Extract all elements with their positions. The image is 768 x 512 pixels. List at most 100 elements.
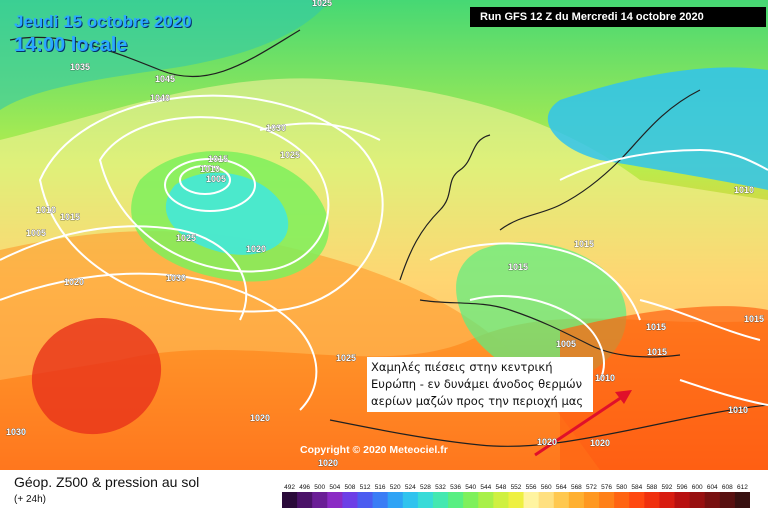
isobar-label: 1040 — [150, 93, 170, 103]
legend-tick-label: 512 — [360, 484, 371, 491]
legend-tick-label: 580 — [616, 484, 627, 491]
legend-tick-label: 516 — [375, 484, 386, 491]
isobar-label: 1020 — [250, 413, 270, 423]
legend-tick-label: 600 — [692, 484, 703, 491]
legend-swatch — [327, 492, 343, 508]
isobar-label: 1030 — [266, 123, 286, 133]
legend-swatch — [372, 492, 389, 508]
legend-swatch — [704, 492, 721, 508]
legend-swatch — [493, 492, 509, 508]
isobar-label: 1015 — [508, 262, 528, 272]
legend-swatch — [553, 492, 570, 508]
isobar-label: 1010 — [595, 373, 615, 383]
scandinavia-cold — [547, 67, 768, 190]
legend-tick-label: 576 — [601, 484, 612, 491]
isobar-label: 1015 — [574, 239, 594, 249]
model-run-label: Run GFS 12 Z du Mercredi 14 octobre 2020 — [470, 7, 766, 27]
isobar-labels: 1025103510451040103010251015101010051010… — [6, 0, 765, 468]
legend-swatch — [417, 492, 434, 508]
legend-tick-label: 532 — [435, 484, 446, 491]
isobar-label: 1015 — [60, 212, 80, 222]
legend-tick-label: 612 — [737, 484, 748, 491]
isobar-label: 1015 — [208, 154, 228, 164]
isobar-label: 1035 — [70, 62, 90, 72]
legend-swatch — [508, 492, 525, 508]
forecast-date: Jeudi 15 octobre 2020 — [14, 12, 192, 31]
legend-swatch — [387, 492, 404, 508]
isobar-label: 1020 — [590, 438, 610, 448]
legend-tick-label: 560 — [541, 484, 552, 491]
isobar-label: 1030 — [6, 427, 26, 437]
legend-swatch — [432, 492, 449, 508]
legend-swatch — [448, 492, 464, 508]
isobar-label: 1015 — [744, 314, 764, 324]
legend-swatch — [342, 492, 358, 508]
legend-swatch — [644, 492, 660, 508]
copyright-text: Copyright © 2020 Meteociel.fr — [300, 444, 448, 456]
legend-tick-label: 584 — [631, 484, 642, 491]
mediterranean-warm — [560, 306, 768, 470]
legend-tick-label: 536 — [450, 484, 461, 491]
isobar-label: 1045 — [155, 74, 175, 84]
legend-tick-label: 572 — [586, 484, 597, 491]
map-canvas: 1025103510451040103010251015101010051010… — [0, 0, 768, 470]
legend-tick-label: 596 — [677, 484, 688, 491]
isobar-label: 1020 — [64, 277, 84, 287]
forecast-time: 14:00 locale — [14, 34, 128, 56]
note-line-3: αερίων μαζών προς την περιοχή μας — [371, 394, 584, 408]
annotation-arrow — [534, 390, 632, 457]
legend-tick-label: 588 — [646, 484, 657, 491]
isobar-label: 1015 — [646, 322, 666, 332]
legend-swatch — [614, 492, 630, 508]
color-scale-bar: 492 496 500 504 508 512 516 520 524 528 532 536 540 5… — [282, 484, 750, 508]
isobar-label: 1020 — [246, 244, 266, 254]
hot-core — [31, 318, 162, 435]
isobar-label: 1005 — [206, 174, 226, 184]
legend-tick-label: 500 — [314, 484, 325, 491]
legend-swatch — [402, 492, 419, 508]
legend-tick-label: 508 — [345, 484, 356, 491]
legend-tick-label: 552 — [511, 484, 522, 491]
isobar-label: 1010 — [734, 185, 754, 195]
legend-swatch — [312, 492, 328, 508]
legend-subtitle: (+ 24h) — [14, 494, 46, 505]
legend-swatch — [659, 492, 676, 508]
isobar-label: 1025 — [336, 353, 356, 363]
isobar-label: 1010 — [200, 164, 220, 174]
isobar-label: 1015 — [647, 347, 667, 357]
legend-swatch — [719, 492, 736, 508]
legend-swatch — [599, 492, 615, 508]
legend-tick-label: 504 — [329, 484, 340, 491]
isobar-label: 1020 — [537, 437, 557, 447]
isobar-label: 1010 — [728, 405, 748, 415]
legend-title: Géop. Z500 & pression au sol — [14, 474, 200, 490]
legend-swatch — [357, 492, 374, 508]
legend-swatch — [282, 492, 298, 508]
legend-swatch — [297, 492, 313, 508]
isobar-label: 1025 — [176, 233, 196, 243]
isobar-label: 1020 — [318, 458, 338, 468]
isobar-label: 1005 — [556, 339, 576, 349]
isobar-label: 1025 — [312, 0, 332, 8]
legend-tick-label: 564 — [556, 484, 567, 491]
legend-tick-label: 544 — [480, 484, 491, 491]
legend-swatch — [674, 492, 691, 508]
legend-tick-label: 540 — [465, 484, 476, 491]
legend-swatch — [568, 492, 585, 508]
isobar-label: 1030 — [166, 273, 186, 283]
legend-tick-label: 568 — [571, 484, 582, 491]
legend-tick-label: 520 — [390, 484, 401, 491]
legend-tick-label: 592 — [662, 484, 673, 491]
isobars — [0, 94, 768, 411]
legend-swatch — [478, 492, 494, 508]
isobar-label: 1005 — [26, 228, 46, 238]
legend-swatch — [734, 492, 750, 508]
legend-swatch — [583, 492, 600, 508]
greenland-cold — [0, 0, 330, 110]
legend-tick-label: 496 — [299, 484, 310, 491]
legend-tick-label: 608 — [722, 484, 733, 491]
annotation-note: Χαμηλές πιέσεις στην κεντρική Ευρώπη - ε… — [367, 357, 593, 412]
isobar-label: 1025 — [280, 150, 300, 160]
isobar-label: 1010 — [36, 205, 56, 215]
